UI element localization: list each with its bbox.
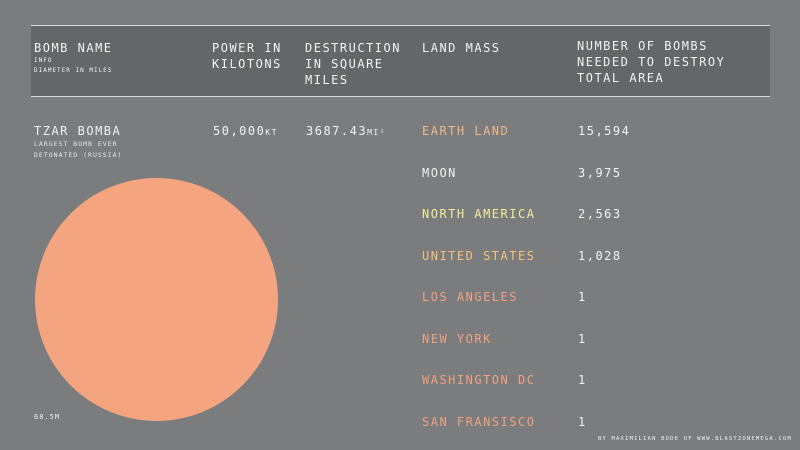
table-header: BOMB NAME INFO DIAMETER IN MILES POWER I… [31,25,770,97]
land-mass-item: LOS ANGELES [422,290,518,304]
header-diameter-label: DIAMETER IN MILES [34,67,113,74]
header-power-line2: KILOTONS [212,57,282,71]
header-bomb-name: BOMB NAME INFO DIAMETER IN MILES [34,40,113,76]
bomb-name: TZAR BOMBA [34,124,122,138]
header-destruction: DESTRUCTION IN SQUARE MILES [305,40,401,88]
bomb-description-line2: DETONATED (RUSSIA) [34,151,123,159]
bomb-area-unit: MI² [367,128,387,137]
header-land-mass-title: LAND MASS [422,41,501,55]
bomb-destruction-area: 3687.43MI² [306,124,386,138]
land-mass-item: UNITED STATES [422,248,536,263]
land-mass-item: EARTH LAND [422,124,510,138]
bomb-power-value: 50,000 [213,124,266,138]
bomb-count-item: 1 [578,414,587,429]
bomb-count-item: 1 [578,331,587,346]
bomb-count-item: 1 [578,373,587,387]
bomb-diameter: 68.5M [34,413,61,421]
bomb-description-line1: LARGEST BOMB EVER [34,140,118,148]
land-mass-item: NORTH AMERICA [422,207,536,221]
bomb-count-item: 2,563 [578,207,622,221]
bomb-count-item: 15,594 [578,124,631,138]
bomb-area-value: 3687.43 [306,124,368,138]
header-destruction-line3: MILES [305,73,349,87]
land-mass-item: MOON [422,165,457,180]
header-number-line1: NUMBER OF BOMBS [577,39,708,53]
header-destruction-line2: IN SQUARE [305,57,384,71]
header-power-line1: POWER IN [212,41,282,55]
header-info-label: INFO [34,57,53,64]
land-mass-item: SAN FRANSISCO [422,414,536,429]
land-mass-item: WASHINGTON DC [422,373,536,387]
bomb-count-item: 3,975 [578,165,622,180]
header-land-mass: LAND MASS [422,40,501,56]
land-mass-item: NEW YORK [422,331,492,346]
credit-line: BY MAXIMILIAN BODE OF WWW.BLASTZONEMEGA.… [598,436,792,442]
header-bomb-name-title: BOMB NAME [34,41,113,55]
header-number-of-bombs: NUMBER OF BOMBS NEEDED TO DESTROY TOTAL … [577,38,725,86]
bomb-description: LARGEST BOMB EVER DETONATED (RUSSIA) [34,139,144,161]
blast-radius-circle [35,178,278,421]
bomb-count-item: 1,028 [578,248,622,263]
header-number-line2: NEEDED TO DESTROY [577,55,726,69]
header-destruction-line1: DESTRUCTION [305,41,401,55]
bomb-power-unit: KT [265,128,278,137]
bomb-count-item: 1 [578,290,587,304]
header-power: POWER IN KILOTONS [212,40,282,72]
bomb-power: 50,000KT [213,124,278,138]
header-number-line3: TOTAL AREA [577,71,665,85]
